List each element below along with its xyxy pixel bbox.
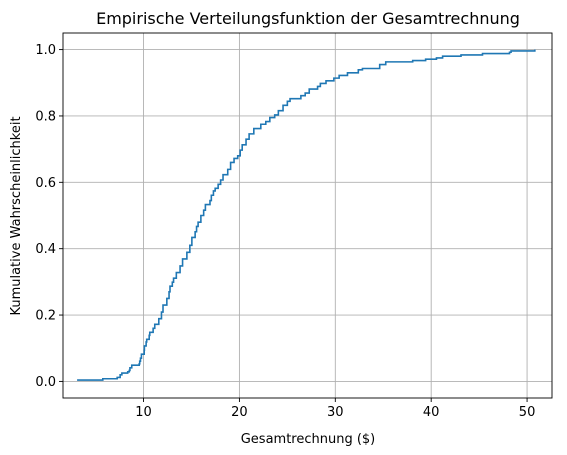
x-tick-label: 20 — [231, 405, 248, 420]
chart-title: Empirische Verteilungsfunktion der Gesam… — [96, 9, 520, 28]
grid-layer — [63, 33, 552, 398]
x-tick-label: 10 — [135, 405, 152, 420]
y-tick-label: 0.4 — [35, 242, 56, 257]
y-tick-label: 0.8 — [35, 109, 56, 124]
y-axis-ticks: 0.0 0.2 0.4 0.6 0.8 1.0 — [35, 43, 63, 390]
x-axis-ticks: 10 20 30 40 50 — [135, 398, 535, 420]
y-axis-label: Kumulative Wahrscheinlichkeit — [9, 116, 24, 315]
y-tick-label: 0.0 — [35, 375, 56, 390]
y-tick-label: 1.0 — [35, 43, 56, 58]
y-tick-label: 0.2 — [35, 309, 56, 324]
plot-frame — [62, 32, 553, 399]
x-axis-label: Gesamtrechnung ($) — [241, 432, 376, 447]
y-tick-label: 0.6 — [35, 176, 56, 191]
x-tick-label: 50 — [519, 405, 536, 420]
x-tick-label: 30 — [327, 405, 344, 420]
ecdf-step-line — [77, 49, 536, 381]
x-tick-label: 40 — [423, 405, 440, 420]
